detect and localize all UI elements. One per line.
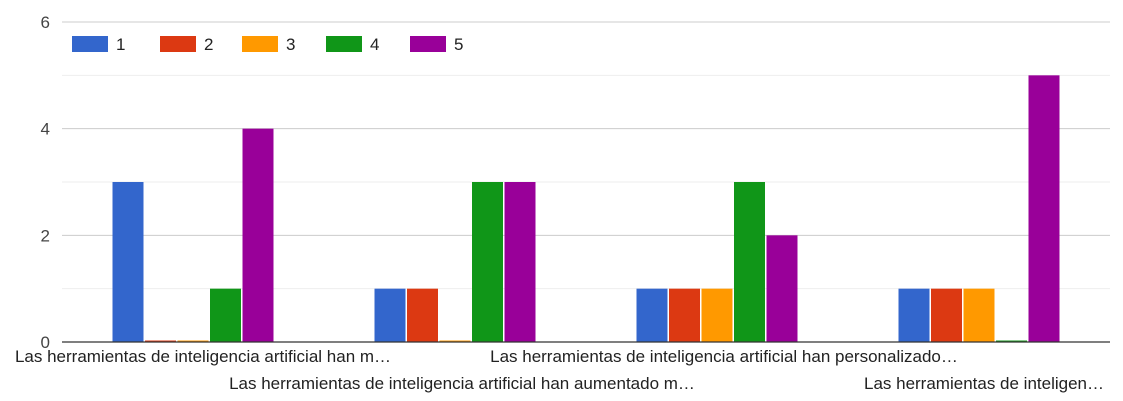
legend-label: 5 [454,35,463,54]
legend-swatch [410,36,446,52]
bar [931,288,962,342]
category-label: Las herramientas de inteligen… [864,374,1104,393]
category-label: Las herramientas de inteligencia artific… [490,347,958,366]
legend-label: 1 [116,35,125,54]
legend: 1 2 3 4 5 [72,35,463,54]
bar [177,340,209,342]
bar [734,182,765,342]
bar [996,340,1027,342]
bars [112,75,1060,342]
bar [636,288,668,342]
bar [898,288,930,342]
legend-label: 4 [370,35,379,54]
bar [407,288,438,342]
category-labels: Las herramientas de inteligencia artific… [15,347,1104,393]
bar [766,235,798,342]
legend-label: 3 [286,35,295,54]
bar [701,288,733,342]
bar [963,288,995,342]
bar [1028,75,1060,342]
bar [504,182,536,342]
bar [472,182,503,342]
y-tick-label: 4 [41,120,50,139]
y-tick-label: 2 [41,226,50,245]
legend-swatch [72,36,108,52]
bar [374,288,406,342]
y-tick-label: 0 [41,333,50,352]
legend-swatch [160,36,196,52]
bar [242,128,274,342]
legend-label: 2 [204,35,213,54]
gridlines [62,21,1110,290]
bar [439,340,471,342]
category-label: Las herramientas de inteligencia artific… [229,374,695,393]
bar [112,182,144,342]
y-axis-tick-labels: 0 2 4 6 [41,13,50,352]
bar [145,340,176,342]
legend-swatch [242,36,278,52]
category-label: Las herramientas de inteligencia artific… [15,347,391,366]
bar [210,288,241,342]
legend-swatch [326,36,362,52]
bar [669,288,700,342]
y-tick-label: 6 [41,13,50,32]
